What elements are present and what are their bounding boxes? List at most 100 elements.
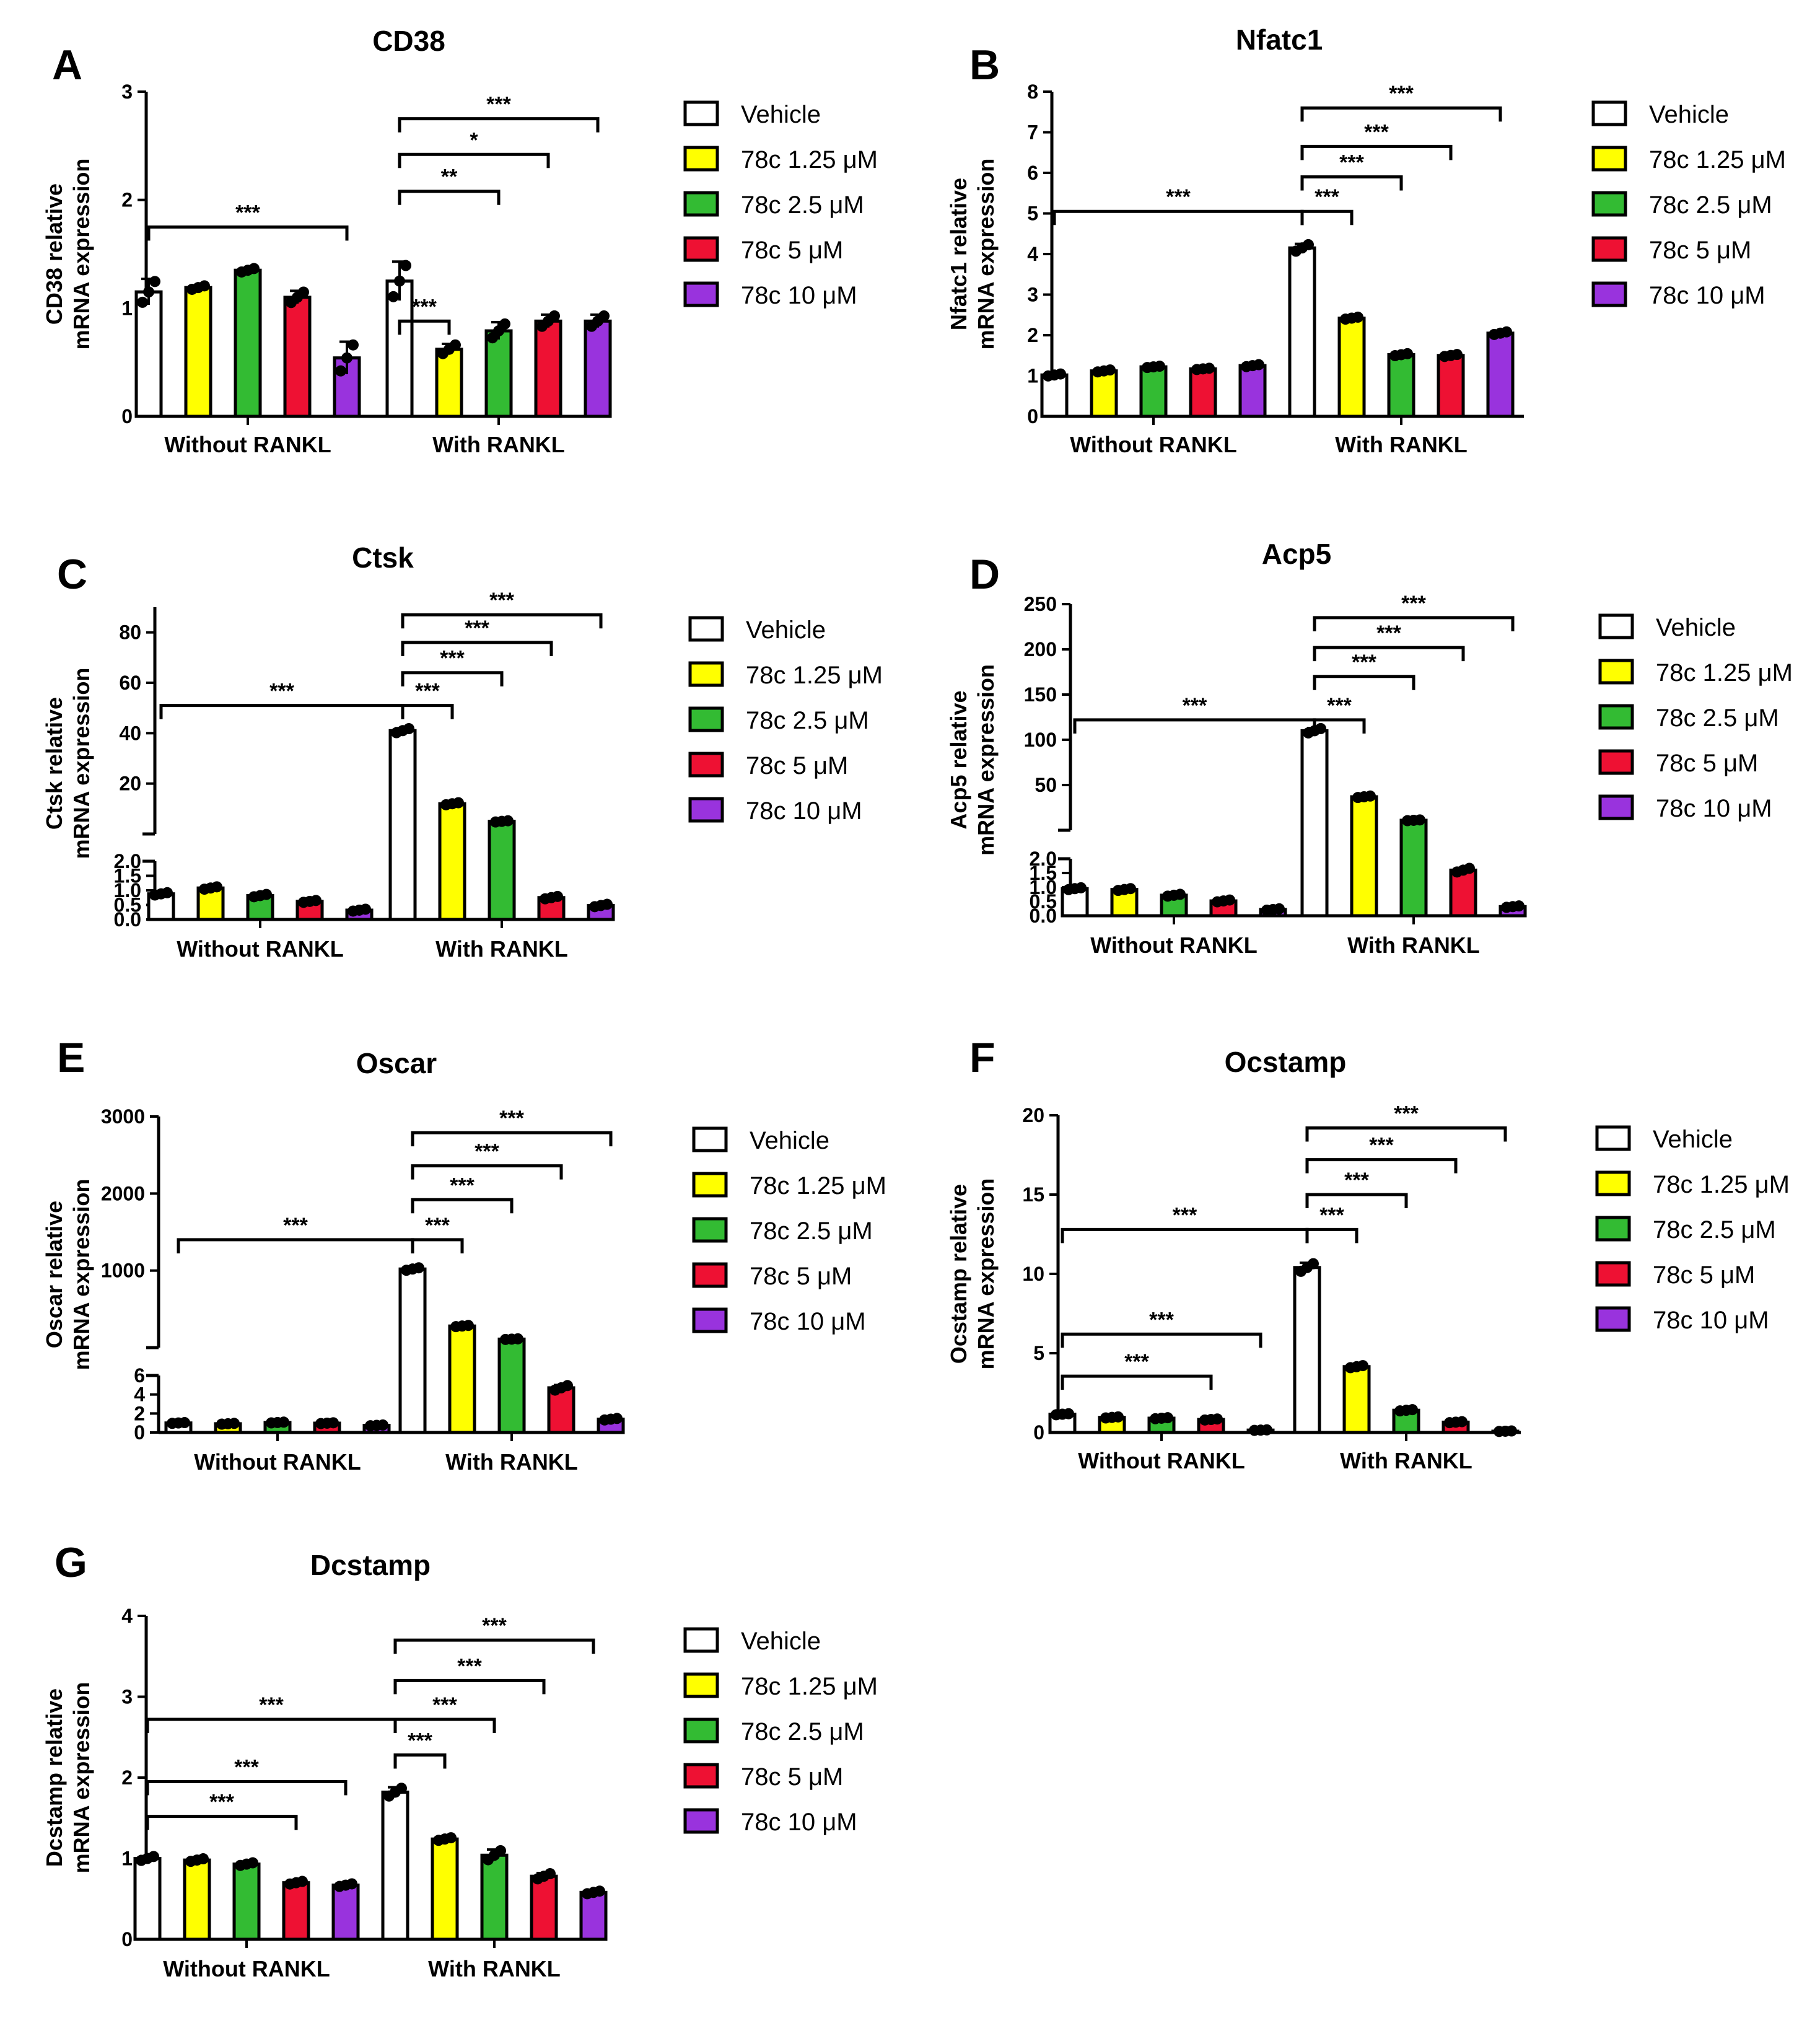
data-point (594, 1885, 605, 1897)
significance-bracket (146, 1815, 298, 1830)
x-group-label: With RANKL (1335, 432, 1468, 457)
data-point (137, 296, 148, 308)
data-point (602, 898, 613, 910)
y-tick-label: 0 (121, 405, 133, 428)
y-axis-title-line2: mRNA expression (69, 668, 94, 859)
legend-swatch (1598, 794, 1634, 820)
legend-swatch (688, 616, 724, 642)
legend-label: 78c 5 μM (741, 1763, 843, 1791)
significance-bracket (147, 225, 349, 241)
significance-bracket (1305, 1158, 1458, 1174)
legend-label: 78c 5 μM (1653, 1261, 1755, 1289)
significance-label: *** (425, 1214, 450, 1237)
significance-label: *** (269, 680, 294, 703)
data-point (328, 1417, 339, 1429)
legend-label: 78c 10 μM (750, 1308, 866, 1335)
x-group-label: With RANKL (1340, 1448, 1472, 1473)
data-point (1407, 1404, 1418, 1416)
legend-swatch (683, 236, 719, 262)
significance-bracket (401, 704, 454, 719)
x-group-label: With RANKL (428, 1956, 561, 1981)
bar (1238, 364, 1267, 418)
data-point (1501, 326, 1512, 338)
y-axis-title-line2: mRNA expression (69, 1682, 94, 1874)
significance-label: *** (475, 1140, 499, 1164)
bar (438, 802, 466, 921)
y-tick-label: 4 (121, 1605, 133, 1627)
y-tick-label: 4 (134, 1384, 145, 1406)
legend-swatch (683, 1627, 719, 1653)
data-point (297, 1875, 308, 1887)
y-tick-label: 0.0 (1030, 905, 1057, 927)
data-point (502, 815, 514, 827)
data-point (149, 276, 160, 287)
bar (1387, 353, 1415, 418)
significance-bracket (393, 1638, 595, 1654)
significance-label: *** (450, 1174, 475, 1197)
legend-swatch (692, 1307, 728, 1333)
x-group-label: Without RANKL (163, 1956, 330, 1981)
chart-title: Ocstamp (1225, 1046, 1347, 1078)
y-axis-title: Nfatc1 relativemRNA expression (946, 159, 999, 350)
legend-swatch (1591, 236, 1627, 262)
data-point (611, 1413, 623, 1424)
y-tick-label: 0.5 (1030, 890, 1057, 913)
significance-bracket (1305, 1193, 1408, 1208)
significance-label: *** (1352, 651, 1376, 674)
legend-swatch (1595, 1170, 1631, 1196)
significance-bracket (398, 117, 600, 133)
y-axis-title-line1: Oscar relative (42, 1201, 67, 1348)
significance-bracket (1073, 718, 1316, 734)
y-tick-label: 0 (1027, 405, 1038, 428)
y-tick-label: 1 (1027, 365, 1038, 387)
x-group-label: Without RANKL (1090, 932, 1258, 958)
data-point (445, 1832, 457, 1844)
data-point (1357, 1360, 1368, 1372)
legend-label: 78c 10 μM (1656, 795, 1772, 822)
legend-label: 78c 10 μM (746, 797, 862, 825)
significance-label: *** (415, 680, 440, 703)
y-tick-label: 15 (1022, 1183, 1044, 1206)
significance-label: *** (1369, 1134, 1394, 1157)
data-point (545, 1868, 556, 1880)
legend-label: Vehicle (1649, 101, 1729, 128)
data-point (1513, 900, 1525, 912)
bar (534, 319, 562, 418)
bar (183, 1858, 211, 1941)
y-tick-label: 6 (1027, 162, 1038, 184)
significance-bracket (159, 704, 405, 719)
data-point (377, 1419, 388, 1431)
legend-swatch (683, 1763, 719, 1789)
significance-bracket (411, 1198, 514, 1214)
significance-bracket (411, 1238, 464, 1253)
data-point (1414, 814, 1425, 826)
legend: Vehicle 78c 1.25 μM 78c 2.5 μM 78c 5 μM 78c … (692, 1126, 886, 1335)
chart-title: Nfatc1 (1236, 24, 1323, 56)
legend-label: 78c 10 μM (741, 1809, 857, 1836)
significance-label: *** (412, 295, 437, 318)
y-axis-title: CD38 relativemRNA expression (42, 159, 94, 350)
legend-swatch (1595, 1261, 1631, 1287)
data-point (396, 1783, 407, 1794)
significance-bracket (411, 1164, 563, 1180)
significance-bracket (1300, 106, 1502, 122)
y-tick-label: 1 (121, 1848, 133, 1870)
legend: Vehicle 78c 1.25 μM 78c 2.5 μM 78c 5 μM 78c … (1598, 613, 1793, 822)
significance-bracket (1313, 675, 1415, 690)
x-group-label: Without RANKL (1070, 432, 1237, 457)
y-tick-label: 2 (121, 189, 133, 211)
legend-label: Vehicle (741, 101, 821, 128)
data-point (298, 286, 309, 298)
data-point (1464, 862, 1475, 874)
y-tick-label: 5 (1033, 1342, 1044, 1364)
y-tick-label: 20 (1022, 1104, 1044, 1126)
chart-title: Oscar (356, 1047, 437, 1079)
legend-label: 78c 1.25 μM (741, 1673, 878, 1700)
data-point (512, 1333, 523, 1345)
legend-swatch (683, 191, 719, 217)
legend-label: 78c 2.5 μM (1656, 704, 1779, 732)
panel-letter: D (969, 551, 1000, 598)
data-point (450, 339, 461, 351)
legend-label: 78c 5 μM (750, 1263, 852, 1290)
legend-label: 78c 10 μM (1653, 1307, 1769, 1334)
